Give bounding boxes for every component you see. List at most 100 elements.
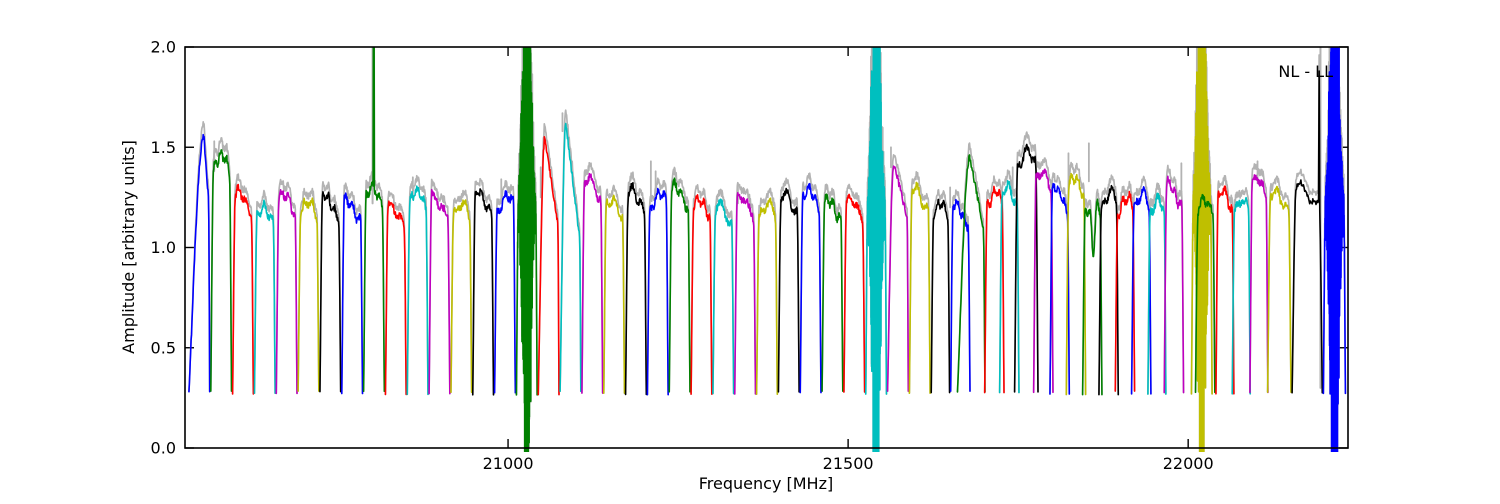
subband-trace: [515, 47, 538, 452]
background-trace: [624, 171, 648, 396]
subband-trace: [188, 133, 211, 393]
subband-trace: [1249, 174, 1269, 394]
background-trace: [799, 172, 822, 394]
background-trace: [1098, 174, 1120, 396]
background-trace: [428, 178, 451, 395]
subband-trace: [602, 194, 626, 394]
subband-trace: [1130, 186, 1152, 395]
background-trace: [1130, 175, 1152, 395]
subband-trace: [821, 193, 844, 392]
background-trace: [231, 173, 255, 395]
subband-trace: [581, 172, 604, 394]
subband-trace: [799, 182, 822, 394]
y-tick-label: 0.5: [151, 338, 176, 357]
spectrum-traces: [188, 47, 1347, 452]
subband-trace: [471, 188, 495, 396]
background-trace: [668, 166, 691, 393]
subband-trace: [998, 179, 1020, 394]
background-trace: [1013, 131, 1039, 393]
subband-trace: [777, 187, 800, 393]
background-trace: [493, 179, 517, 394]
background-trace: [690, 184, 713, 395]
background-trace: [843, 183, 866, 393]
subband-trace: [956, 154, 986, 393]
background-trace: [1266, 175, 1292, 393]
background-trace: [602, 184, 626, 394]
background-trace: [949, 189, 971, 392]
background-trace: [1147, 182, 1167, 395]
subband-trace: [1190, 47, 1213, 452]
background-trace: [1215, 175, 1235, 395]
y-tick-label: 0.0: [151, 439, 176, 458]
background-trace: [384, 190, 408, 396]
subband-trace: [428, 188, 451, 395]
subband-trace: [864, 47, 888, 452]
background-trace: [406, 174, 429, 396]
background-trace: [450, 189, 473, 394]
subband-trace: [712, 198, 735, 395]
subband-trace: [406, 185, 429, 396]
subband-trace: [1194, 193, 1216, 394]
subband-trace: [340, 192, 364, 395]
background-trace: [1049, 172, 1071, 395]
subband-trace: [755, 197, 779, 395]
background-trace: [983, 175, 1005, 394]
subband-trace: [886, 165, 910, 392]
background-trace: [275, 178, 298, 395]
subband-trace: [384, 200, 407, 396]
background-trace: [297, 187, 320, 392]
subband-trace: [1322, 47, 1347, 452]
subband-trace: [1065, 172, 1087, 396]
background-trace: [998, 169, 1020, 394]
subband-trace: [253, 199, 276, 394]
y-tick-label: 1.0: [151, 238, 176, 257]
background-trace: [755, 187, 779, 395]
axes-frame: [184, 46, 1349, 449]
background-trace: [1114, 180, 1136, 392]
subband-trace: [1081, 198, 1103, 396]
subband-trace: [1215, 185, 1235, 395]
axis-tick-labels: 21000 21500 22000 0.0 0.5 1.0 1.5 2.0: [151, 38, 1214, 474]
y-axis-label: Amplitude [arbitrary units]: [119, 140, 138, 354]
subband-trace: [231, 183, 255, 395]
x-axis-label: Frequency [MHz]: [699, 474, 833, 493]
background-trace: [777, 177, 801, 393]
subband-trace: [493, 190, 517, 394]
background-trace: [1065, 161, 1087, 396]
background-trace: [253, 189, 277, 395]
subband-trace: [1098, 184, 1120, 396]
x-tick-label: 22000: [1163, 454, 1214, 473]
station-polarization-label: NL - LL: [1278, 62, 1333, 81]
subband-trace: [450, 199, 473, 394]
subband-trace: [646, 187, 669, 396]
subband-trace: [559, 122, 582, 393]
subband-trace: [1147, 192, 1167, 395]
subband-trace: [843, 193, 866, 393]
background-trace: [340, 182, 364, 395]
background-trace: [712, 188, 735, 395]
background-trace: [471, 177, 495, 396]
subband-trace: [930, 198, 951, 394]
subband-trace: [1049, 182, 1071, 395]
background-trace: [821, 183, 844, 392]
background-trace: [319, 180, 342, 393]
x-tick-label: 21000: [483, 454, 534, 473]
subband-trace: [1231, 196, 1251, 395]
x-tick-label: 21500: [823, 454, 874, 473]
y-tick-label: 1.5: [151, 138, 176, 157]
subband-trace: [297, 197, 320, 392]
subband-trace: [1266, 185, 1292, 393]
subband-trace: [319, 191, 342, 393]
background-trace: [1163, 164, 1185, 394]
background-trace: [1249, 163, 1269, 394]
subband-trace: [624, 182, 648, 396]
subband-trace: [1032, 168, 1054, 394]
subband-trace: [1013, 143, 1039, 393]
background-trace: [1291, 54, 1324, 394]
subband-trace: [668, 177, 691, 393]
background-trace: [362, 47, 386, 393]
y-tick-label: 2.0: [151, 38, 176, 57]
